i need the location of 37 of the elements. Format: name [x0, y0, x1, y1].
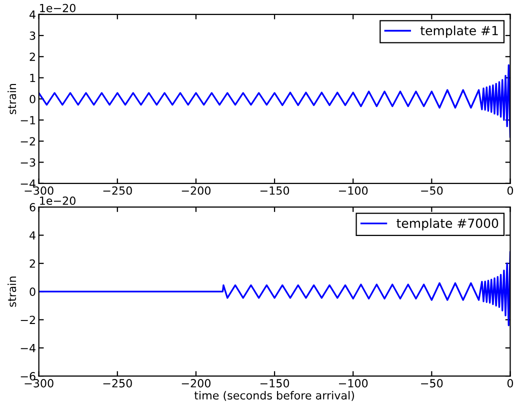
text: 1e−20	[40, 4, 76, 12]
y-tick-label: 1	[30, 74, 36, 82]
x-tick-label: −250	[103, 186, 132, 195]
y-tick-label: 0	[30, 288, 36, 296]
y-tick-label: −2	[20, 316, 35, 324]
y-tick-label: 0	[30, 94, 36, 104]
x-tick-label: −50	[421, 379, 443, 388]
y-tick-label: 4	[30, 10, 36, 19]
y-tick-label: 2	[30, 259, 35, 268]
x-tick-label: −100	[339, 186, 368, 195]
x-axis-title: time (seconds before arrival)	[194, 390, 354, 401]
x-tick-label: −100	[339, 379, 368, 388]
x-tick-label: −200	[182, 379, 210, 388]
y-tick-label: 2	[30, 52, 35, 61]
x-tick-label: −200	[182, 186, 210, 195]
x-tick-label: −300	[24, 186, 54, 195]
y-tick-label: −1	[20, 116, 36, 124]
y-tick-label: −6	[20, 372, 36, 380]
legend-label: template #7000	[396, 218, 498, 230]
x-tick-label: −150	[260, 379, 290, 388]
y-tick-label: −2	[20, 137, 35, 146]
y-tick-label: −3	[20, 158, 36, 167]
y-tick-label: 6	[30, 203, 36, 212]
y-tick-label: 4	[30, 231, 36, 240]
legend-label: template #1	[420, 26, 498, 38]
y-tick-label: 3	[30, 31, 36, 40]
y-tick-label: −4	[20, 344, 36, 352]
y-axis-title: strain	[8, 84, 16, 114]
x-tick-label: −150	[260, 186, 290, 195]
x-tick-label: 0	[507, 379, 514, 388]
x-tick-label: −250	[103, 379, 132, 388]
text: 1e−20	[40, 196, 76, 205]
y-axis-title: strain	[8, 276, 16, 307]
x-tick-label: 0	[507, 186, 514, 195]
x-tick-label: −300	[24, 379, 54, 388]
y-tick-label: −4	[20, 180, 36, 188]
x-tick-label: −50	[421, 186, 443, 195]
